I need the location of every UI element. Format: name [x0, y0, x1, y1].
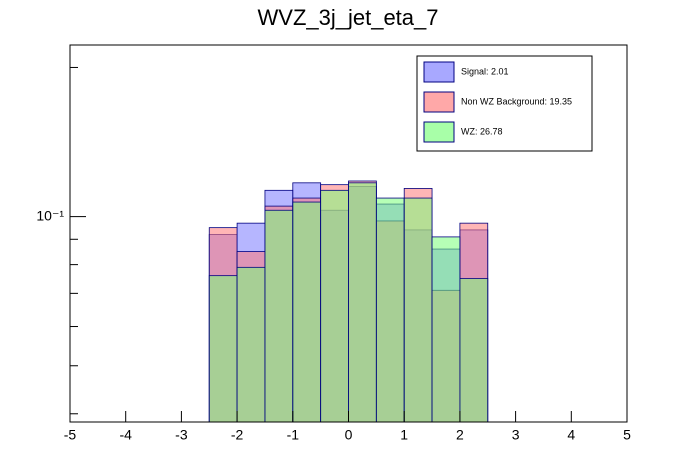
- chart-title: WVZ_3j_jet_eta_7: [258, 5, 439, 30]
- bar: [375, 197, 405, 423]
- x-tick-label: -2: [231, 427, 244, 443]
- bar: [431, 236, 461, 423]
- legend-swatch: [423, 61, 455, 83]
- x-tick-label: 1: [400, 427, 408, 443]
- legend-label: Non WZ Background: 19.35: [461, 96, 572, 106]
- bar: [264, 209, 294, 423]
- x-tick-label: -1: [287, 427, 300, 443]
- bar: [236, 266, 266, 423]
- bar: [348, 182, 377, 423]
- x-tick-label: 4: [567, 427, 575, 443]
- y-tick-label: 10⁻¹: [36, 207, 64, 223]
- bar: [292, 201, 322, 423]
- legend-label: Signal: 2.01: [461, 66, 509, 76]
- x-tick-label: -4: [119, 427, 132, 443]
- bar: [459, 278, 489, 423]
- x-tick-label: 2: [456, 427, 464, 443]
- x-tick-label: -3: [175, 427, 188, 443]
- legend-swatch: [423, 91, 455, 113]
- legend-label: WZ: 26.78: [461, 126, 503, 136]
- bar: [403, 197, 433, 423]
- legend-swatch: [423, 121, 455, 143]
- x-tick-label: -5: [64, 427, 77, 443]
- bar: [208, 275, 238, 423]
- bar: [320, 189, 349, 423]
- x-tick-label: 5: [623, 427, 631, 443]
- x-tick-label: 3: [512, 427, 520, 443]
- x-tick-label: 0: [345, 427, 353, 443]
